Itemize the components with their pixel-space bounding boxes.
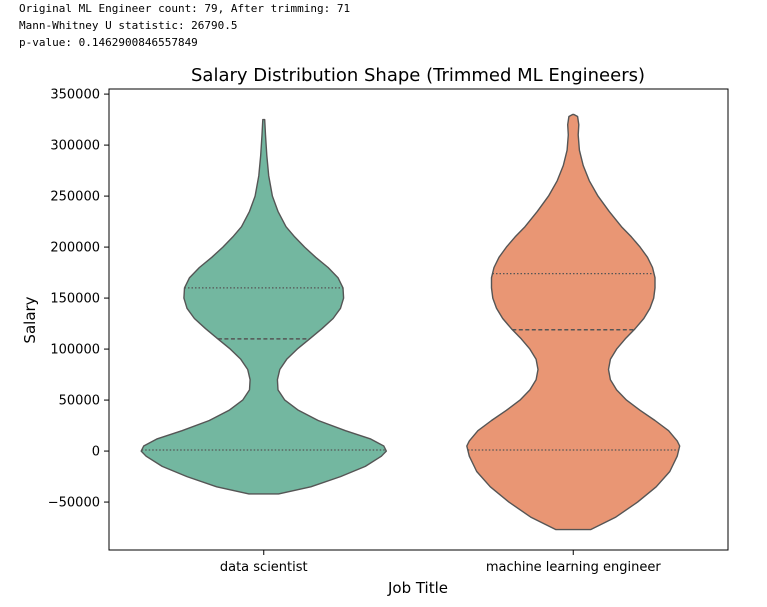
y-tick-label: 250000 [50,190,100,205]
x-axis: data scientist machine learning engineer [220,550,661,575]
x-tick-label: data scientist [220,560,308,575]
y-tick-label: 350000 [50,88,100,103]
violins-layer [140,113,681,531]
output-line-mann-whitney: Mann-Whitney U statistic: 26790.5 [19,19,238,32]
output-line-counts: Original ML Engineer count: 79, After tr… [19,2,351,15]
x-tick-label: machine learning engineer [486,560,662,575]
y-tick-label: 150000 [50,292,100,307]
output-line-p-value: p-value: 0.1462900846557849 [19,36,198,49]
y-tick-label: 0 [92,445,100,460]
y-tick-label: 300000 [50,139,100,154]
y-tick-label: 50000 [59,394,100,409]
y-tick-label: −50000 [48,496,100,511]
x-axis-label: Job Title [387,579,448,597]
y-tick-label: 200000 [50,241,100,256]
plot-frame [108,88,729,551]
y-tick-label: 100000 [50,343,100,358]
violin-data-scientist [140,118,387,495]
chart-title: Salary Distribution Shape (Trimmed ML En… [191,65,645,86]
violin-machine-learning-engineer [466,113,681,531]
y-axis: −50000 0 50000 100000 150000 200000 250000 3000… [48,88,109,511]
y-axis-label: Salary [21,296,39,343]
